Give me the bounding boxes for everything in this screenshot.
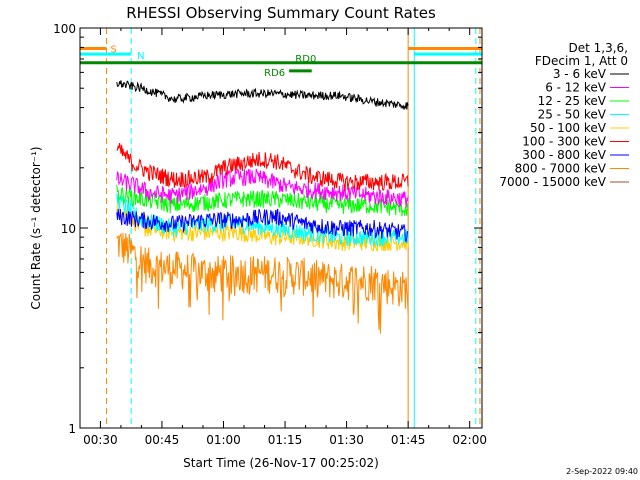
- legend-label-7000-15000-kev: 7000 - 15000 keV: [499, 175, 606, 189]
- x-tick-label-01-15: 01:15: [268, 433, 303, 447]
- legend-label-12-25-kev: 12 - 25 keV: [538, 94, 607, 108]
- status-label-rd0: RD0: [295, 54, 316, 65]
- legend-label-800-7000-kev: 800 - 7000 keV: [515, 162, 607, 176]
- legend-label-6-12-kev: 6 - 12 keV: [545, 81, 607, 95]
- status-label-n: N: [137, 51, 144, 62]
- series-6-12-kev: [116, 168, 409, 208]
- y-tick-label-100: 100: [53, 22, 76, 36]
- status-label-s: S: [111, 44, 117, 55]
- y-axis-label: Count Rate (s⁻¹ detector⁻¹): [29, 146, 43, 309]
- x-tick-label-01-30: 01:30: [329, 433, 364, 447]
- series-12-25-kev: [116, 184, 409, 217]
- x-tick-label-01-00: 01:00: [206, 433, 241, 447]
- x-tick-label-00-30: 00:30: [83, 433, 118, 447]
- legend-header-1: Det 1,3,6,: [569, 41, 629, 55]
- legend-label-3-6-kev: 3 - 6 keV: [553, 67, 607, 81]
- x-tick-label-01-45: 01:45: [391, 433, 426, 447]
- status-label-rd6: RD6: [264, 68, 285, 79]
- x-tick-label-00-45: 00:45: [145, 433, 180, 447]
- series-300-800-kev: [116, 208, 409, 243]
- legend-label-25-50-kev: 25 - 50 keV: [538, 108, 607, 122]
- series-25-50-kev: [116, 193, 409, 247]
- y-tick-label-1: 1: [68, 422, 76, 436]
- x-axis-label: Start Time (26-Nov-17 00:25:02): [183, 456, 379, 470]
- footer-stamp: 2-Sep-2022 09:40: [566, 467, 638, 476]
- y-tick-label-10: 10: [61, 222, 76, 236]
- series-100-300-kev: [116, 142, 409, 192]
- series-3-6-kev: [116, 80, 409, 110]
- legend-label-50-100-kev: 50 - 100 keV: [530, 121, 607, 135]
- x-tick-label-02-00: 02:00: [452, 433, 487, 447]
- legend-label-300-800-kev: 300 - 800 keV: [522, 148, 606, 162]
- series-800-7000-kev: [116, 232, 409, 334]
- chart-title: RHESSI Observing Summary Count Rates: [126, 4, 436, 22]
- legend-header-2: FDecim 1, Att 0: [535, 54, 628, 68]
- legend-label-100-300-kev: 100 - 300 keV: [522, 135, 606, 149]
